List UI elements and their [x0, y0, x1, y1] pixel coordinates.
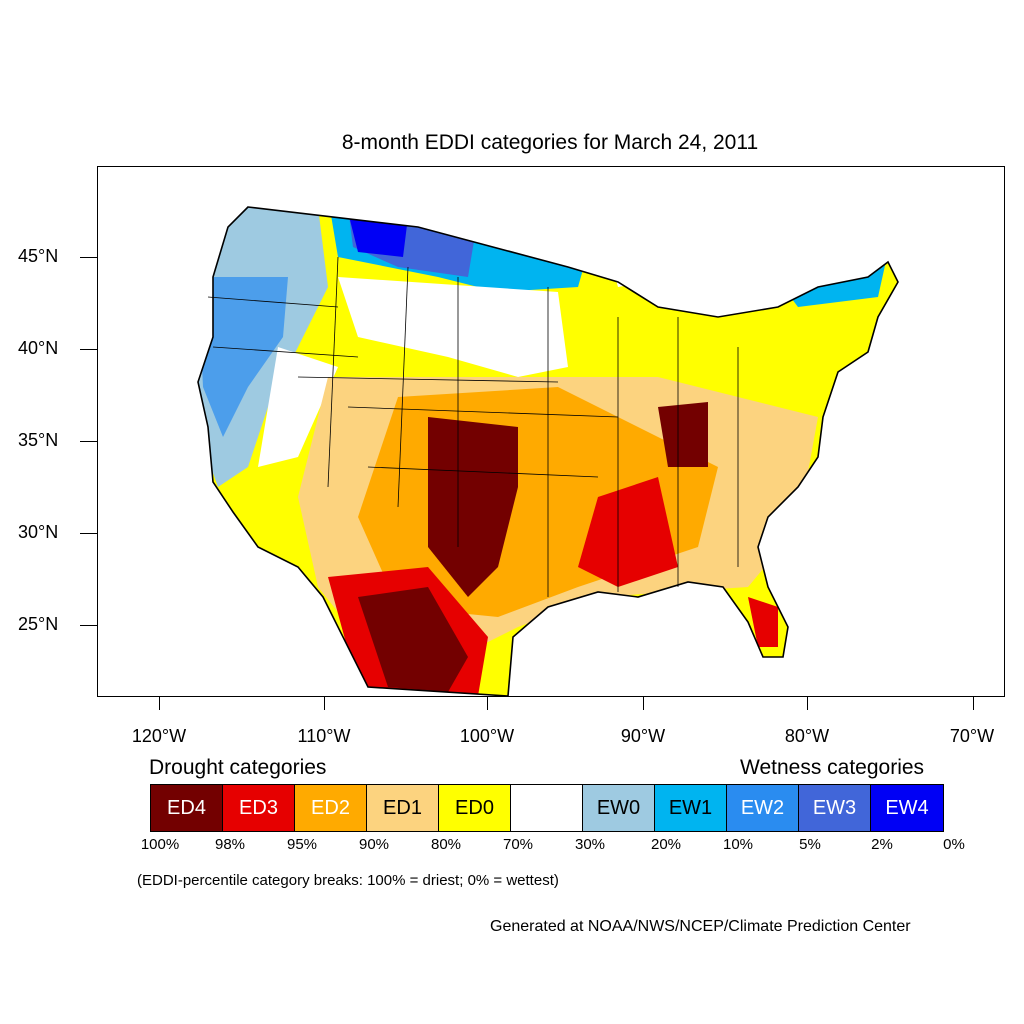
- lon-label-80w: 80°W: [784, 726, 830, 746]
- lon-label-100w: 100°W: [459, 726, 515, 746]
- neutral-plains: [338, 277, 568, 377]
- neutral-midwest: [598, 217, 678, 287]
- lat-tick: [80, 257, 97, 258]
- category-breaks-note: (EDDI-percentile category breaks: 100% =…: [137, 872, 559, 889]
- lon-tick: [807, 696, 808, 710]
- lat-label-35n: 35°N: [18, 430, 59, 450]
- legend-box-ed0: ED0: [439, 785, 511, 831]
- break-label: 70%: [502, 836, 534, 853]
- eddi-map: [197, 206, 899, 696]
- lon-tick: [324, 696, 325, 710]
- credit-line: Generated at NOAA/NWS/NCEP/Climate Predi…: [490, 918, 911, 935]
- legend-box-ed4: ED4: [151, 785, 223, 831]
- break-label: 0%: [943, 836, 965, 853]
- break-label: 2%: [871, 836, 893, 853]
- wetness-categories-heading: Wetness categories: [740, 756, 925, 779]
- break-label: 30%: [574, 836, 606, 853]
- legend-box-ew1: EW1: [655, 785, 727, 831]
- break-label: 80%: [430, 836, 462, 853]
- lat-label-30n: 30°N: [18, 522, 59, 542]
- legend-box-ed3: ED3: [223, 785, 295, 831]
- ed3-florida: [748, 597, 778, 647]
- lat-label-25n: 25°N: [18, 614, 59, 634]
- break-label: 10%: [722, 836, 754, 853]
- ed4-texas: [358, 587, 468, 692]
- legend-box-ed1: ED1: [367, 785, 439, 831]
- map-title: 8-month EDDI categories for March 24, 20…: [341, 131, 759, 154]
- lon-tick: [159, 696, 160, 710]
- ew1-northeast: [768, 207, 898, 307]
- legend-box-ew0: EW0: [583, 785, 655, 831]
- lat-label-40n: 40°N: [18, 338, 59, 358]
- ed4-ohio-valley: [658, 402, 708, 467]
- ed3-region: [578, 477, 678, 587]
- lon-label-110w: 110°W: [297, 726, 351, 746]
- us-outline: [197, 206, 899, 696]
- break-label: 90%: [358, 836, 390, 853]
- lat-tick: [80, 625, 97, 626]
- drought-categories-heading: Drought categories: [149, 756, 327, 779]
- legend-box-ew4: EW4: [871, 785, 943, 831]
- lon-tick: [643, 696, 644, 710]
- lat-tick: [80, 349, 97, 350]
- legend-box-ew3: EW3: [799, 785, 871, 831]
- break-label: 5%: [799, 836, 821, 853]
- ew2-region: [198, 277, 288, 437]
- lon-tick: [487, 696, 488, 710]
- ed4-region: [428, 417, 518, 597]
- state-borders: [207, 256, 739, 597]
- lon-label-90w: 90°W: [620, 726, 666, 746]
- lat-label-45n: 45°N: [18, 246, 59, 266]
- map-panel: [97, 166, 1005, 697]
- break-label: 98%: [214, 836, 246, 853]
- category-legend: ED4 ED3 ED2 ED1 ED0 EW0 EW1 EW2 EW3 EW4: [150, 784, 944, 832]
- lon-tick: [973, 696, 974, 710]
- legend-box-ed2: ED2: [295, 785, 367, 831]
- break-label: 20%: [650, 836, 682, 853]
- legend-box-neutral: [511, 785, 583, 831]
- lat-tick: [80, 441, 97, 442]
- lon-label-70w: 70°W: [949, 726, 995, 746]
- break-label: 100%: [140, 836, 180, 853]
- lon-label-120w: 120°W: [131, 726, 187, 746]
- lat-tick: [80, 533, 97, 534]
- legend-box-ew2: EW2: [727, 785, 799, 831]
- break-label: 95%: [286, 836, 318, 853]
